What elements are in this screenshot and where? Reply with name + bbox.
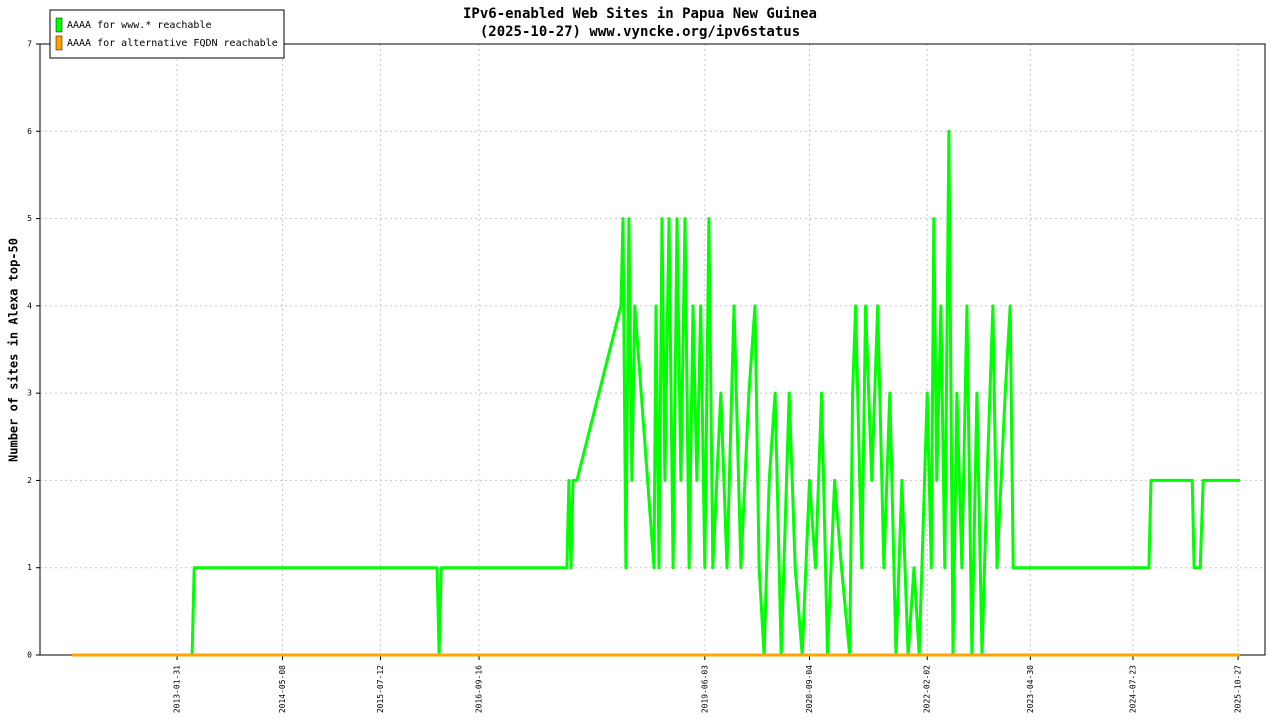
y-axis-label: Number of sites in Alexa top-50 — [7, 238, 21, 462]
y-tick-label: 2 — [27, 476, 32, 485]
legend-label: AAAA for alternative FQDN reachable — [67, 38, 278, 49]
x-tick-label: 2015-07-12 — [376, 665, 385, 713]
x-tick-label: 2024-07-23 — [1128, 665, 1137, 713]
y-tick-label: 5 — [27, 214, 32, 223]
y-tick-label: 7 — [27, 40, 32, 49]
legend-swatch — [55, 35, 63, 51]
x-tick-label: 2013-01-31 — [173, 665, 182, 713]
chart-title: IPv6-enabled Web Sites in Papua New Guin… — [463, 6, 817, 22]
y-tick-label: 0 — [27, 651, 32, 660]
x-tick-label: 2025-10-27 — [1234, 665, 1243, 713]
y-tick-label: 3 — [27, 389, 32, 398]
y-tick-label: 6 — [27, 127, 32, 136]
x-tick-label: 2019-06-03 — [700, 665, 709, 713]
x-tick-label: 2016-09-16 — [475, 665, 484, 713]
y-tick-label: 1 — [27, 563, 32, 572]
x-tick-label: 2022-02-02 — [923, 665, 932, 713]
legend-label: AAAA for www.* reachable — [67, 20, 212, 31]
legend-box — [49, 9, 285, 59]
x-tick-label: 2020-09-04 — [805, 665, 814, 713]
y-tick-label: 4 — [27, 301, 32, 310]
legend-swatch — [55, 17, 63, 33]
x-tick-label: 2023-04-30 — [1026, 665, 1035, 713]
x-tick-label: 2014-05-08 — [278, 665, 287, 713]
chart-subtitle: (2025-10-27) www.vyncke.org/ipv6status — [480, 24, 800, 40]
